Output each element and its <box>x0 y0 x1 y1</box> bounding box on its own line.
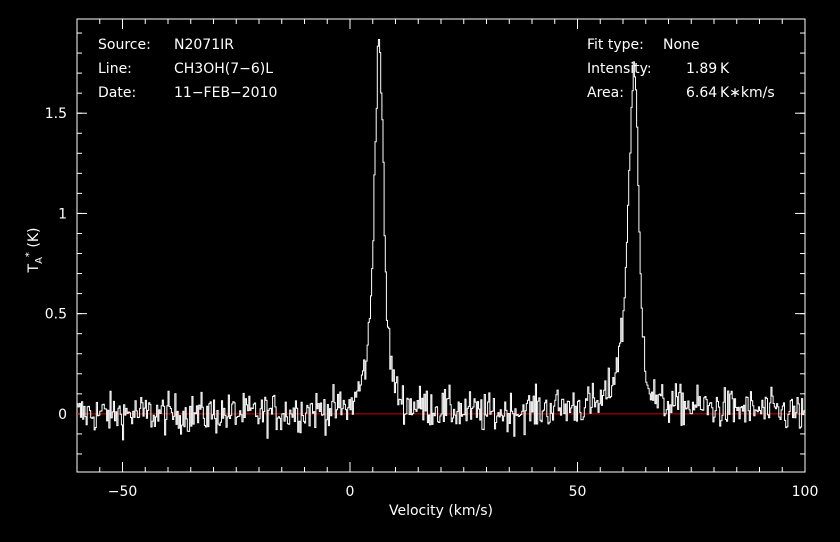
y-axis-label-main: T <box>26 263 42 273</box>
info-block-right: Fit type: None Intensity: 1.89 K Area: 6… <box>587 37 775 101</box>
info-area-value: 6.64 K∗km/s <box>686 85 775 101</box>
info-fit-value: None <box>663 37 700 53</box>
info-fit-key: Fit type: <box>587 37 644 53</box>
y-tick-label: 0 <box>58 407 67 423</box>
info-date-key: Date: <box>98 85 136 101</box>
y-axis-label: TA* (K) <box>24 228 45 274</box>
y-axis-label-sub: A <box>34 257 45 264</box>
y-tick-label: 1.5 <box>45 106 67 122</box>
spectrum-line <box>77 39 806 441</box>
info-intensity-value: 1.89 K <box>686 61 730 77</box>
info-source-key: Source: <box>98 37 151 53</box>
info-line-key: Line: <box>98 61 132 77</box>
info-intensity-key: Intensity: <box>587 61 652 77</box>
x-axis-label: Velocity (km/s) <box>389 503 493 519</box>
x-tick-label: 0 <box>346 484 355 500</box>
info-source-value: N2071IR <box>174 37 234 53</box>
y-axis-label-unit: (K) <box>26 228 42 253</box>
info-date-value: 11−FEB−2010 <box>174 85 277 101</box>
x-tick-label: −50 <box>108 484 138 500</box>
x-tick-label: 100 <box>792 484 819 500</box>
y-tick-label: 1 <box>58 206 67 222</box>
tick-labels: −50 0 50 100 0 0.5 1 1.5 <box>45 106 819 500</box>
info-line-value: CH3OH(7−6)L <box>174 61 273 77</box>
y-tick-label: 0.5 <box>45 307 67 323</box>
y-axis-label-sup: * <box>24 252 35 257</box>
x-tick-label: 50 <box>569 484 587 500</box>
info-area-key: Area: <box>587 85 624 101</box>
info-block-left: Source: N2071IR Line: CH3OH(7−6)L Date: … <box>98 37 277 101</box>
